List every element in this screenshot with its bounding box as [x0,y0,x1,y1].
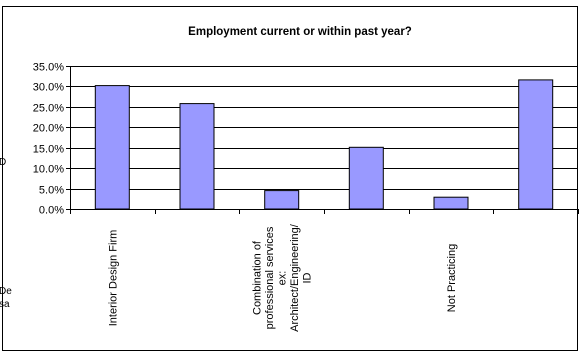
chart-title: Employment current or within past year? [188,26,412,38]
x-category-label: Interior Design Firm [107,230,119,327]
x-category-label: Combination of [252,240,264,315]
y-tick-label: 0.0% [39,205,64,217]
bar [348,146,384,210]
bar [518,79,554,210]
edge-fragment-2: De [0,286,12,297]
bar [264,190,300,210]
x-category-label: Not Practicing [446,244,458,312]
y-tick-label: 30.0% [33,82,64,94]
y-tick-label: 10.0% [33,164,64,176]
x-category-label: professional services [264,226,276,329]
bar [179,103,215,210]
edge-fragment-1: D [0,157,6,168]
y-tick-label: 20.0% [33,123,64,135]
y-tick-label: 25.0% [33,103,64,115]
y-tick-label: 35.0% [33,62,64,74]
x-category-label: ID [302,272,314,283]
x-category-label: ex: [277,271,289,286]
bar [433,196,469,210]
x-category-label: Architect/Engineering/ [289,223,301,332]
gridlines [70,66,578,190]
y-tick-label: 5.0% [39,185,64,197]
x-category-labels: Interior Design Firm Combination of profes… [107,223,458,332]
y-tick-labels: 0.0% 5.0% 10.0% 15.0% 20.0% 25.0% 30.0% 35.0% [33,62,64,217]
bar [94,85,130,210]
edge-fragment-3: sa [0,299,10,310]
y-tick-label: 15.0% [33,144,64,156]
axes [66,66,579,214]
